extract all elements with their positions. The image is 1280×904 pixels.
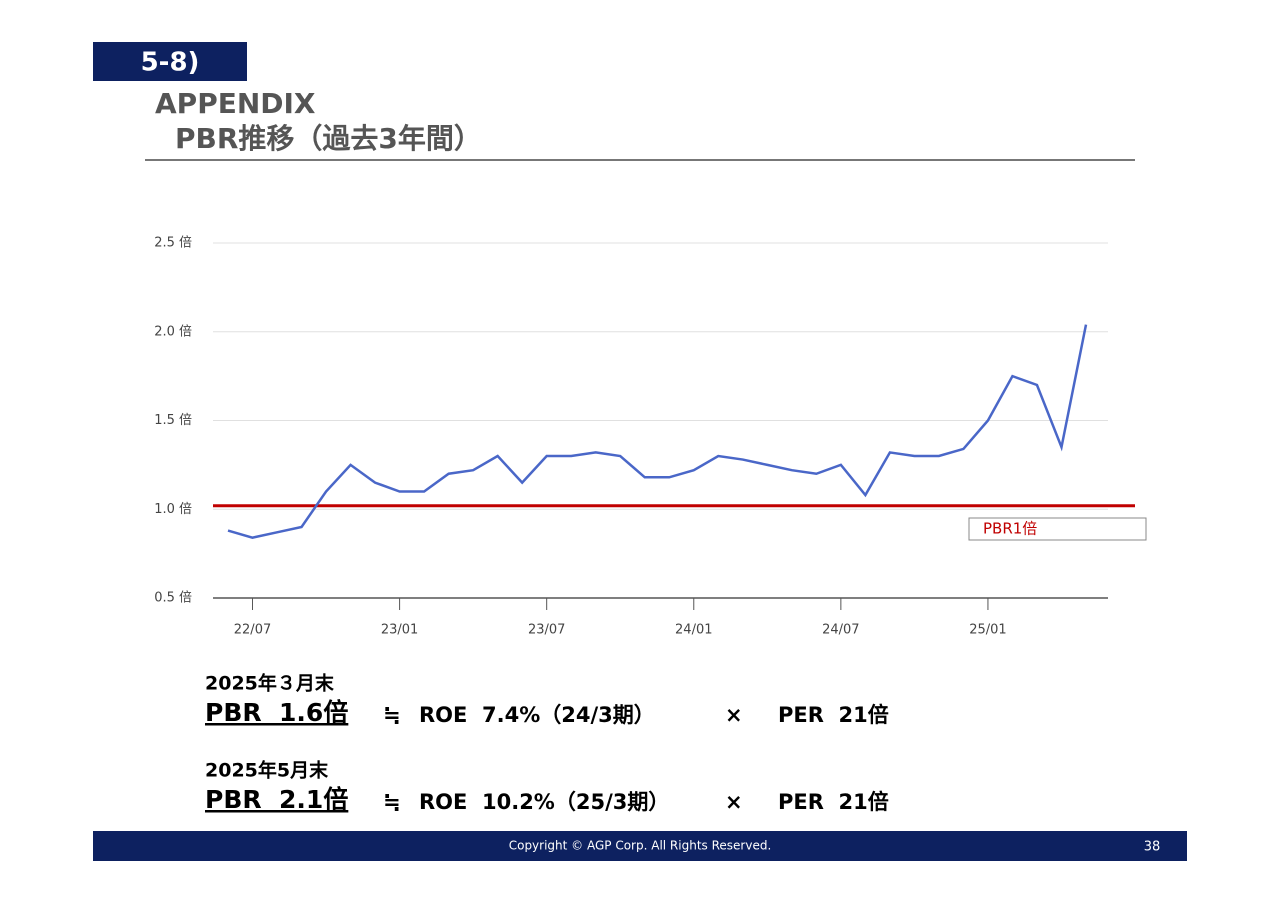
y-tick-label: 0.5 倍 <box>154 591 192 606</box>
note-roe: ROE 10.2%（25/3期） <box>419 790 669 814</box>
chart: 0.5 倍 1.0 倍 1.5 倍 2.0 倍 2.5 倍 22/07 23/01 23/07… <box>154 236 1147 638</box>
section: 5-8) <box>141 48 200 78</box>
note-pbr: PBR 1.6倍 <box>205 698 348 727</box>
note-roe: ROE 7.4%（24/3期） <box>419 703 655 727</box>
x-tick-label: 23/07 <box>528 623 565 638</box>
section-box <box>93 42 247 81</box>
x-tick-label: 25/01 <box>969 623 1006 638</box>
note-date: 2025年３月末 <box>205 672 335 695</box>
footer-bar <box>93 831 1187 861</box>
note-times: × <box>725 703 743 727</box>
y-tick-label: 2.5 倍 <box>154 236 192 251</box>
x-tick-label: 24/07 <box>822 623 859 638</box>
note-approx: ≒ <box>383 790 401 814</box>
x-tick-label: 23/01 <box>381 623 418 638</box>
note-approx: ≒ <box>383 703 401 727</box>
copyright: Copyright © AGP Corp. All Rights Reserve… <box>509 839 772 853</box>
notes: 2025年３月末 PBR 1.6倍 ≒ ROE 7.4%（24/3期） × PER 21倍… <box>205 672 889 815</box>
line-series <box>227 324 1088 539</box>
y-tick-label: 1.0 倍 <box>154 502 192 517</box>
note-per: PER 21倍 <box>778 790 889 814</box>
note-times: × <box>725 790 743 814</box>
note-date: 2025年5月末 <box>205 759 329 782</box>
note-pbr: PBR 2.1倍 <box>205 785 348 814</box>
reference-label-box <box>968 517 1147 541</box>
title: APPENDIX <box>155 87 316 120</box>
y-tick-label: 1.5 倍 <box>154 413 192 428</box>
y-tick-label: 2.0 倍 <box>154 324 192 339</box>
x-tick-label: 24/01 <box>675 623 712 638</box>
note-per: PER 21倍 <box>778 703 889 727</box>
subtitle: PBR推移（過去3年間） <box>175 122 482 155</box>
x-tick-label: 22/07 <box>234 623 271 638</box>
reference-label: PBR1倍 <box>983 520 1037 538</box>
page-number: 38 <box>1144 840 1161 855</box>
